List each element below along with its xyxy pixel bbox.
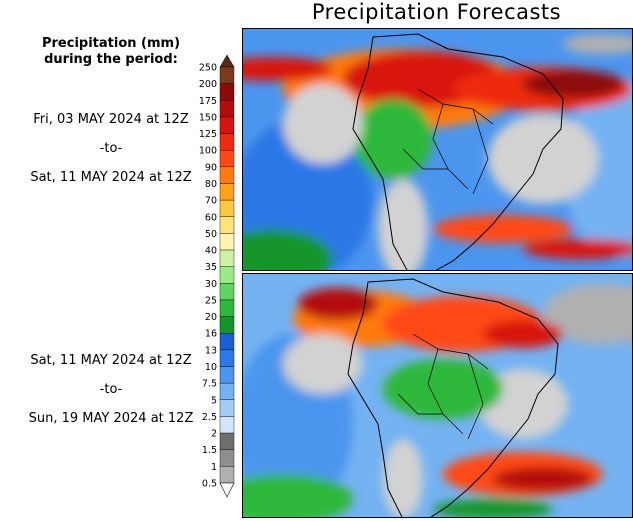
forecast-map-period-1	[242, 28, 633, 271]
scale-bottom-arrow	[219, 482, 235, 498]
scale-swatch	[219, 366, 235, 384]
scale-label: 200	[199, 79, 217, 90]
scale-swatch	[219, 349, 235, 367]
scale-label: 1.5	[202, 445, 217, 456]
scale-label: 7.5	[202, 379, 217, 390]
scale-label: 13	[205, 345, 217, 356]
scale-top-arrow	[219, 55, 235, 68]
scale-swatch	[219, 116, 235, 134]
page-title: Precipitation Forecasts	[311, 0, 562, 24]
scale-swatch	[219, 449, 235, 467]
period-2-start: Sat, 11 MAY 2024 at 12Z	[30, 353, 192, 368]
scale-swatch	[219, 283, 235, 301]
scale-label: 16	[205, 329, 217, 340]
scale-swatch	[219, 416, 235, 434]
scale-swatch	[219, 382, 235, 401]
scale-swatch	[219, 466, 235, 484]
scale-label: 40	[205, 246, 217, 257]
scale-label: 20	[205, 312, 217, 323]
scale-label: 80	[205, 179, 217, 190]
scale-label: 2	[211, 429, 217, 440]
scale-swatch	[219, 216, 235, 234]
legend-title-line2: during the period:	[44, 52, 178, 67]
color-scale: 2502001751501251009080706050403530252016…	[199, 55, 235, 498]
scale-label: 0.5	[202, 479, 217, 490]
scale-swatch	[219, 149, 235, 168]
legend-title-line1: Precipitation (mm)	[41, 36, 181, 51]
scale-label: 70	[205, 196, 217, 207]
scale-label: 60	[205, 212, 217, 223]
scale-swatch	[219, 183, 235, 201]
scale-label: 100	[199, 146, 217, 157]
period-1-end: Sat, 11 MAY 2024 at 12Z	[30, 170, 192, 185]
scale-swatch	[219, 133, 235, 151]
period-2-end: Sun, 19 MAY 2024 at 12Z	[28, 411, 194, 426]
scale-label: 5	[211, 395, 217, 406]
scale-swatch	[219, 249, 235, 267]
scale-label: 1	[211, 462, 217, 473]
legend-title: Precipitation (mm) during the period:	[0, 36, 222, 68]
scale-label: 50	[205, 229, 217, 240]
scale-swatch	[219, 333, 235, 351]
forecast-map-period-2	[242, 273, 633, 518]
scale-swatch	[219, 432, 235, 450]
scale-swatch	[219, 233, 235, 251]
scale-label: 25	[205, 295, 217, 306]
period-1-sep: -to-	[99, 141, 123, 156]
period-2-sep: -to-	[99, 382, 123, 397]
scale-label: 250	[199, 63, 217, 74]
scale-label: 35	[205, 262, 217, 273]
period-1-start: Fri, 03 MAY 2024 at 12Z	[33, 112, 189, 127]
scale-label: 10	[205, 362, 217, 373]
scale-swatch	[219, 83, 235, 101]
scale-swatch	[219, 100, 235, 118]
scale-swatch	[219, 299, 235, 317]
scale-label: 30	[205, 279, 217, 290]
scale-swatch	[219, 166, 235, 184]
period-1-label: Fri, 03 MAY 2024 at 12Z -to- Sat, 11 MAY…	[0, 105, 222, 192]
scale-swatch	[219, 399, 235, 417]
scale-swatch	[219, 199, 235, 217]
scale-swatch	[219, 66, 235, 84]
scale-label: 2.5	[202, 412, 217, 423]
scale-swatch	[219, 316, 235, 334]
scale-swatch	[219, 266, 235, 284]
scale-label: 125	[199, 129, 217, 140]
period-2-label: Sat, 11 MAY 2024 at 12Z -to- Sun, 19 MAY…	[0, 346, 222, 433]
scale-label: 175	[199, 96, 217, 107]
scale-label: 90	[205, 162, 217, 173]
scale-label: 150	[199, 112, 217, 123]
